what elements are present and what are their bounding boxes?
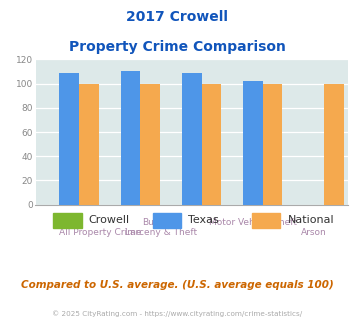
Text: Texas: Texas [188,215,219,225]
Text: 2017 Crowell: 2017 Crowell [126,10,229,24]
Bar [263,83,282,205]
Text: Motor Vehicle Theft: Motor Vehicle Theft [209,218,297,227]
Text: Compared to U.S. average. (U.S. average equals 100): Compared to U.S. average. (U.S. average … [21,280,334,290]
Bar [202,83,221,205]
Bar [140,83,160,205]
Bar [324,83,344,205]
Bar [79,83,99,205]
Text: Crowell: Crowell [89,215,130,225]
Text: Property Crime Comparison: Property Crime Comparison [69,40,286,53]
Text: Burglary: Burglary [142,218,180,227]
Text: National: National [288,215,334,225]
Text: Larceny & Theft: Larceny & Theft [125,228,197,237]
Text: Arson: Arson [301,228,327,237]
Bar [59,73,79,205]
Bar [243,81,263,205]
Text: © 2025 CityRating.com - https://www.cityrating.com/crime-statistics/: © 2025 CityRating.com - https://www.city… [53,310,302,317]
Bar [121,72,140,205]
Text: All Property Crime: All Property Crime [59,228,141,237]
Bar [182,73,202,205]
